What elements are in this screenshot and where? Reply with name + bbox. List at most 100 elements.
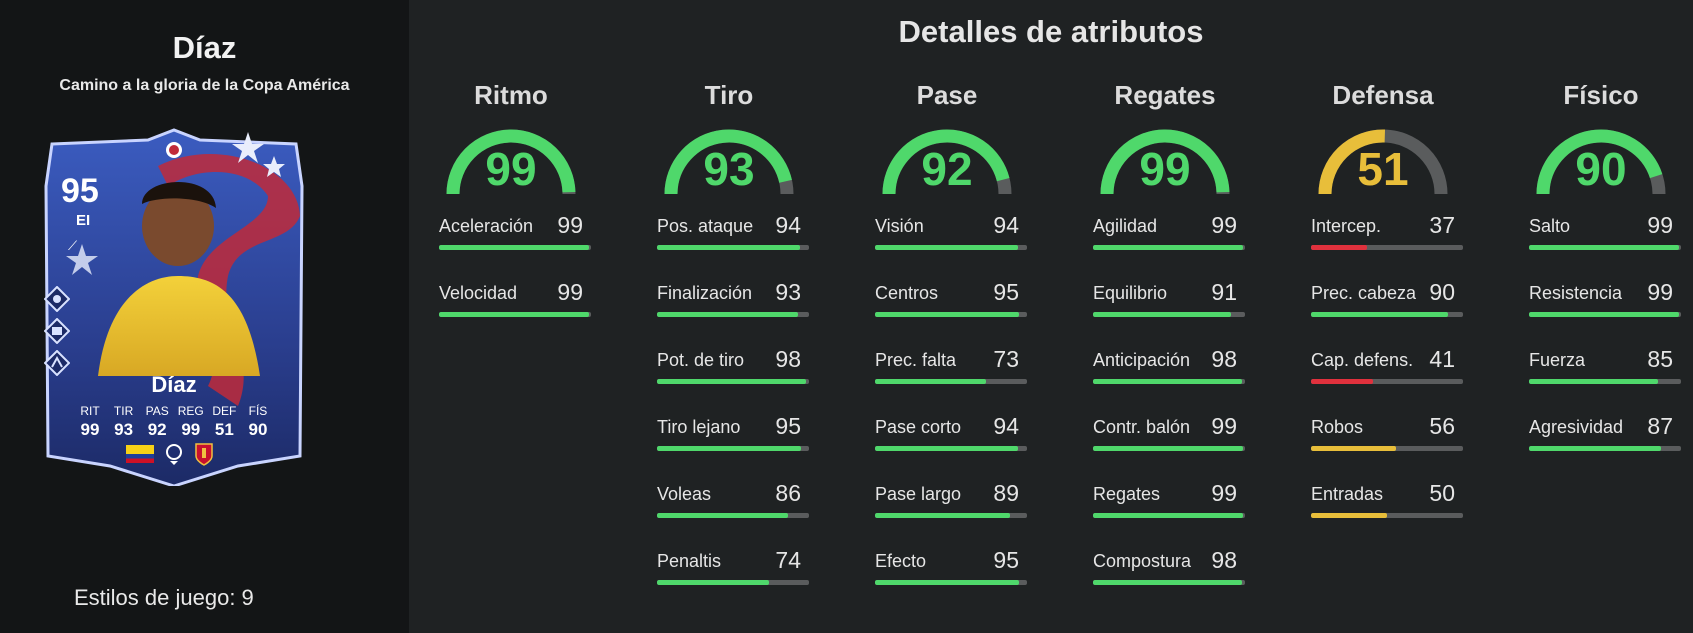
attribute-label: Aceleración [439,216,534,236]
attribute-label: Intercep. [1311,216,1382,236]
attribute-bar [875,580,1027,585]
attribute-list: Intercep. 37 Prec. cabeza 90 Cap. defens. 41 R… [1303,202,1463,537]
attribute-value: 93 [775,279,801,305]
attribute-row: Regates 99 [1085,470,1245,537]
category-title: Pase [916,80,978,110]
page-title: Detalles de atributos [898,14,1204,49]
attribute-label: Efecto [875,551,927,571]
attribute-bar [1311,513,1463,518]
attribute-row: Pase largo 89 [867,470,1027,537]
playstyle-icon[interactable] [44,350,70,376]
attribute-bar-fill [1529,379,1659,384]
attribute-list: Pos. ataque 94 Finalización 93 Pot. de tiro 9… [649,202,809,604]
category-title: Tiro [704,80,754,110]
attribute-value: 94 [993,413,1019,439]
playstyle-icon[interactable] [44,318,70,344]
attribute-row: Resistencia 99 [1521,269,1681,336]
player-card[interactable]: 95 EI ⟋ Díaz RIT 99 TIR 93 PAS 92 REG 99 DEF… [38,126,310,486]
attribute-category: Defensa 51 Intercep. 37 Prec. cabeza 90 Cap. d… [1303,80,1463,537]
attribute-label: Voleas [657,484,712,504]
attribute-value: 73 [993,346,1019,372]
card-badges [126,442,214,466]
attribute-category: Pase 92 Visión 94 Centros 95 Prec. falta 73 Pase… [867,80,1027,604]
attribute-bar [1311,379,1463,384]
gauge-fill [1100,129,1230,195]
attribute-row: Entradas 50 [1303,470,1463,537]
attribute-bar-fill [1311,312,1448,317]
category-title: Físico [1563,80,1639,110]
card-stat-label: REG [177,404,204,418]
attribute-list: Agilidad 99 Equilibrio 91 Anticipación 98 Cont… [1085,202,1245,604]
attribute-label: Velocidad [439,283,518,303]
card-stat-value: 51 [214,420,234,439]
card-stat-value: 93 [114,420,134,439]
attribute-bar-fill [1529,245,1680,250]
attribute-category: Regates 99 Agilidad 99 Equilibrio 91 Anticipac… [1085,80,1245,604]
attribute-row: Equilibrio 91 [1085,269,1245,336]
attribute-bar [1093,312,1245,317]
attribute-bar-fill [657,245,800,250]
attribute-bar-fill [1311,446,1397,451]
attribute-value: 99 [1211,212,1237,238]
attribute-row: Finalización 93 [649,269,809,336]
attribute-label: Agresividad [1529,417,1624,437]
attribute-label: Pot. de tiro [657,350,745,370]
attribute-bar-fill [657,513,788,518]
attribute-row: Centros 95 [867,269,1027,336]
card-overall: 95 [61,172,99,210]
attribute-value: 99 [557,212,583,238]
attribute-label: Visión [875,216,924,236]
playstyle-icon[interactable] [44,286,70,312]
category-value: 90 [1575,143,1627,195]
attribute-bar [657,379,809,384]
attribute-row: Contr. balón 99 [1085,403,1245,470]
card-stat: DEF 51 [208,404,240,440]
gauge-fill [882,129,1010,195]
attribute-bar [875,245,1027,250]
gauge-fill [1536,129,1663,195]
attribute-bar [1529,446,1681,451]
attribute-bar-fill [875,446,1018,451]
attribute-value: 99 [557,279,583,305]
attribute-row: Intercep. 37 [1303,202,1463,269]
attribute-label: Regates [1093,484,1161,504]
attribute-category: Tiro 93 Pos. ataque 94 Finalización 93 Pot. de… [649,80,809,604]
card-stat-value: 99 [80,420,100,439]
player-panel: Díaz Camino a la gloria de la Copa Améri… [0,0,409,633]
playstyles-count: Estilos de juego: 9 [74,585,254,610]
card-stat: REG 99 [175,404,207,440]
attribute-label: Anticipación [1093,350,1191,370]
attribute-bar [657,446,809,451]
attribute-bar-fill [875,513,1011,518]
card-stats: RIT 99 TIR 93 PAS 92 REG 99 DEF 51 FÍS 90 [74,404,274,440]
attribute-bar [439,245,591,250]
attribute-row: Cap. defens. 41 [1303,336,1463,403]
card-stat-label: TIR [113,404,134,418]
attribute-label: Fuerza [1529,350,1586,370]
attribute-value: 95 [993,279,1019,305]
promo-title: Camino a la gloria de la Copa América [59,77,350,94]
attribute-bar-fill [875,379,986,384]
attribute-bar [1093,513,1245,518]
card-stat-value: 90 [248,420,268,439]
category-gauge: 90 [1521,118,1681,198]
attribute-bar-fill [875,245,1018,250]
attribute-row: Anticipación 98 [1085,336,1245,403]
attribute-value: 98 [775,346,801,372]
card-stat-label: FÍS [248,404,268,418]
attribute-value: 91 [1211,279,1237,305]
attribute-value: 90 [1429,279,1455,305]
attribute-row: Agilidad 99 [1085,202,1245,269]
attribute-bar-fill [657,580,770,585]
attribute-row: Velocidad 99 [431,269,591,336]
attribute-bar [875,312,1027,317]
attribute-value: 98 [1211,346,1237,372]
attribute-bar [875,379,1027,384]
attribute-bar-fill [875,580,1020,585]
attribute-row: Agresividad 87 [1521,403,1681,470]
category-gauge: 93 [649,118,809,198]
attribute-bar [1529,312,1681,317]
attribute-bar-fill [875,312,1020,317]
attribute-list: Visión 94 Centros 95 Prec. falta 73 Pase corto… [867,202,1027,604]
attribute-bar-fill [1311,245,1368,250]
